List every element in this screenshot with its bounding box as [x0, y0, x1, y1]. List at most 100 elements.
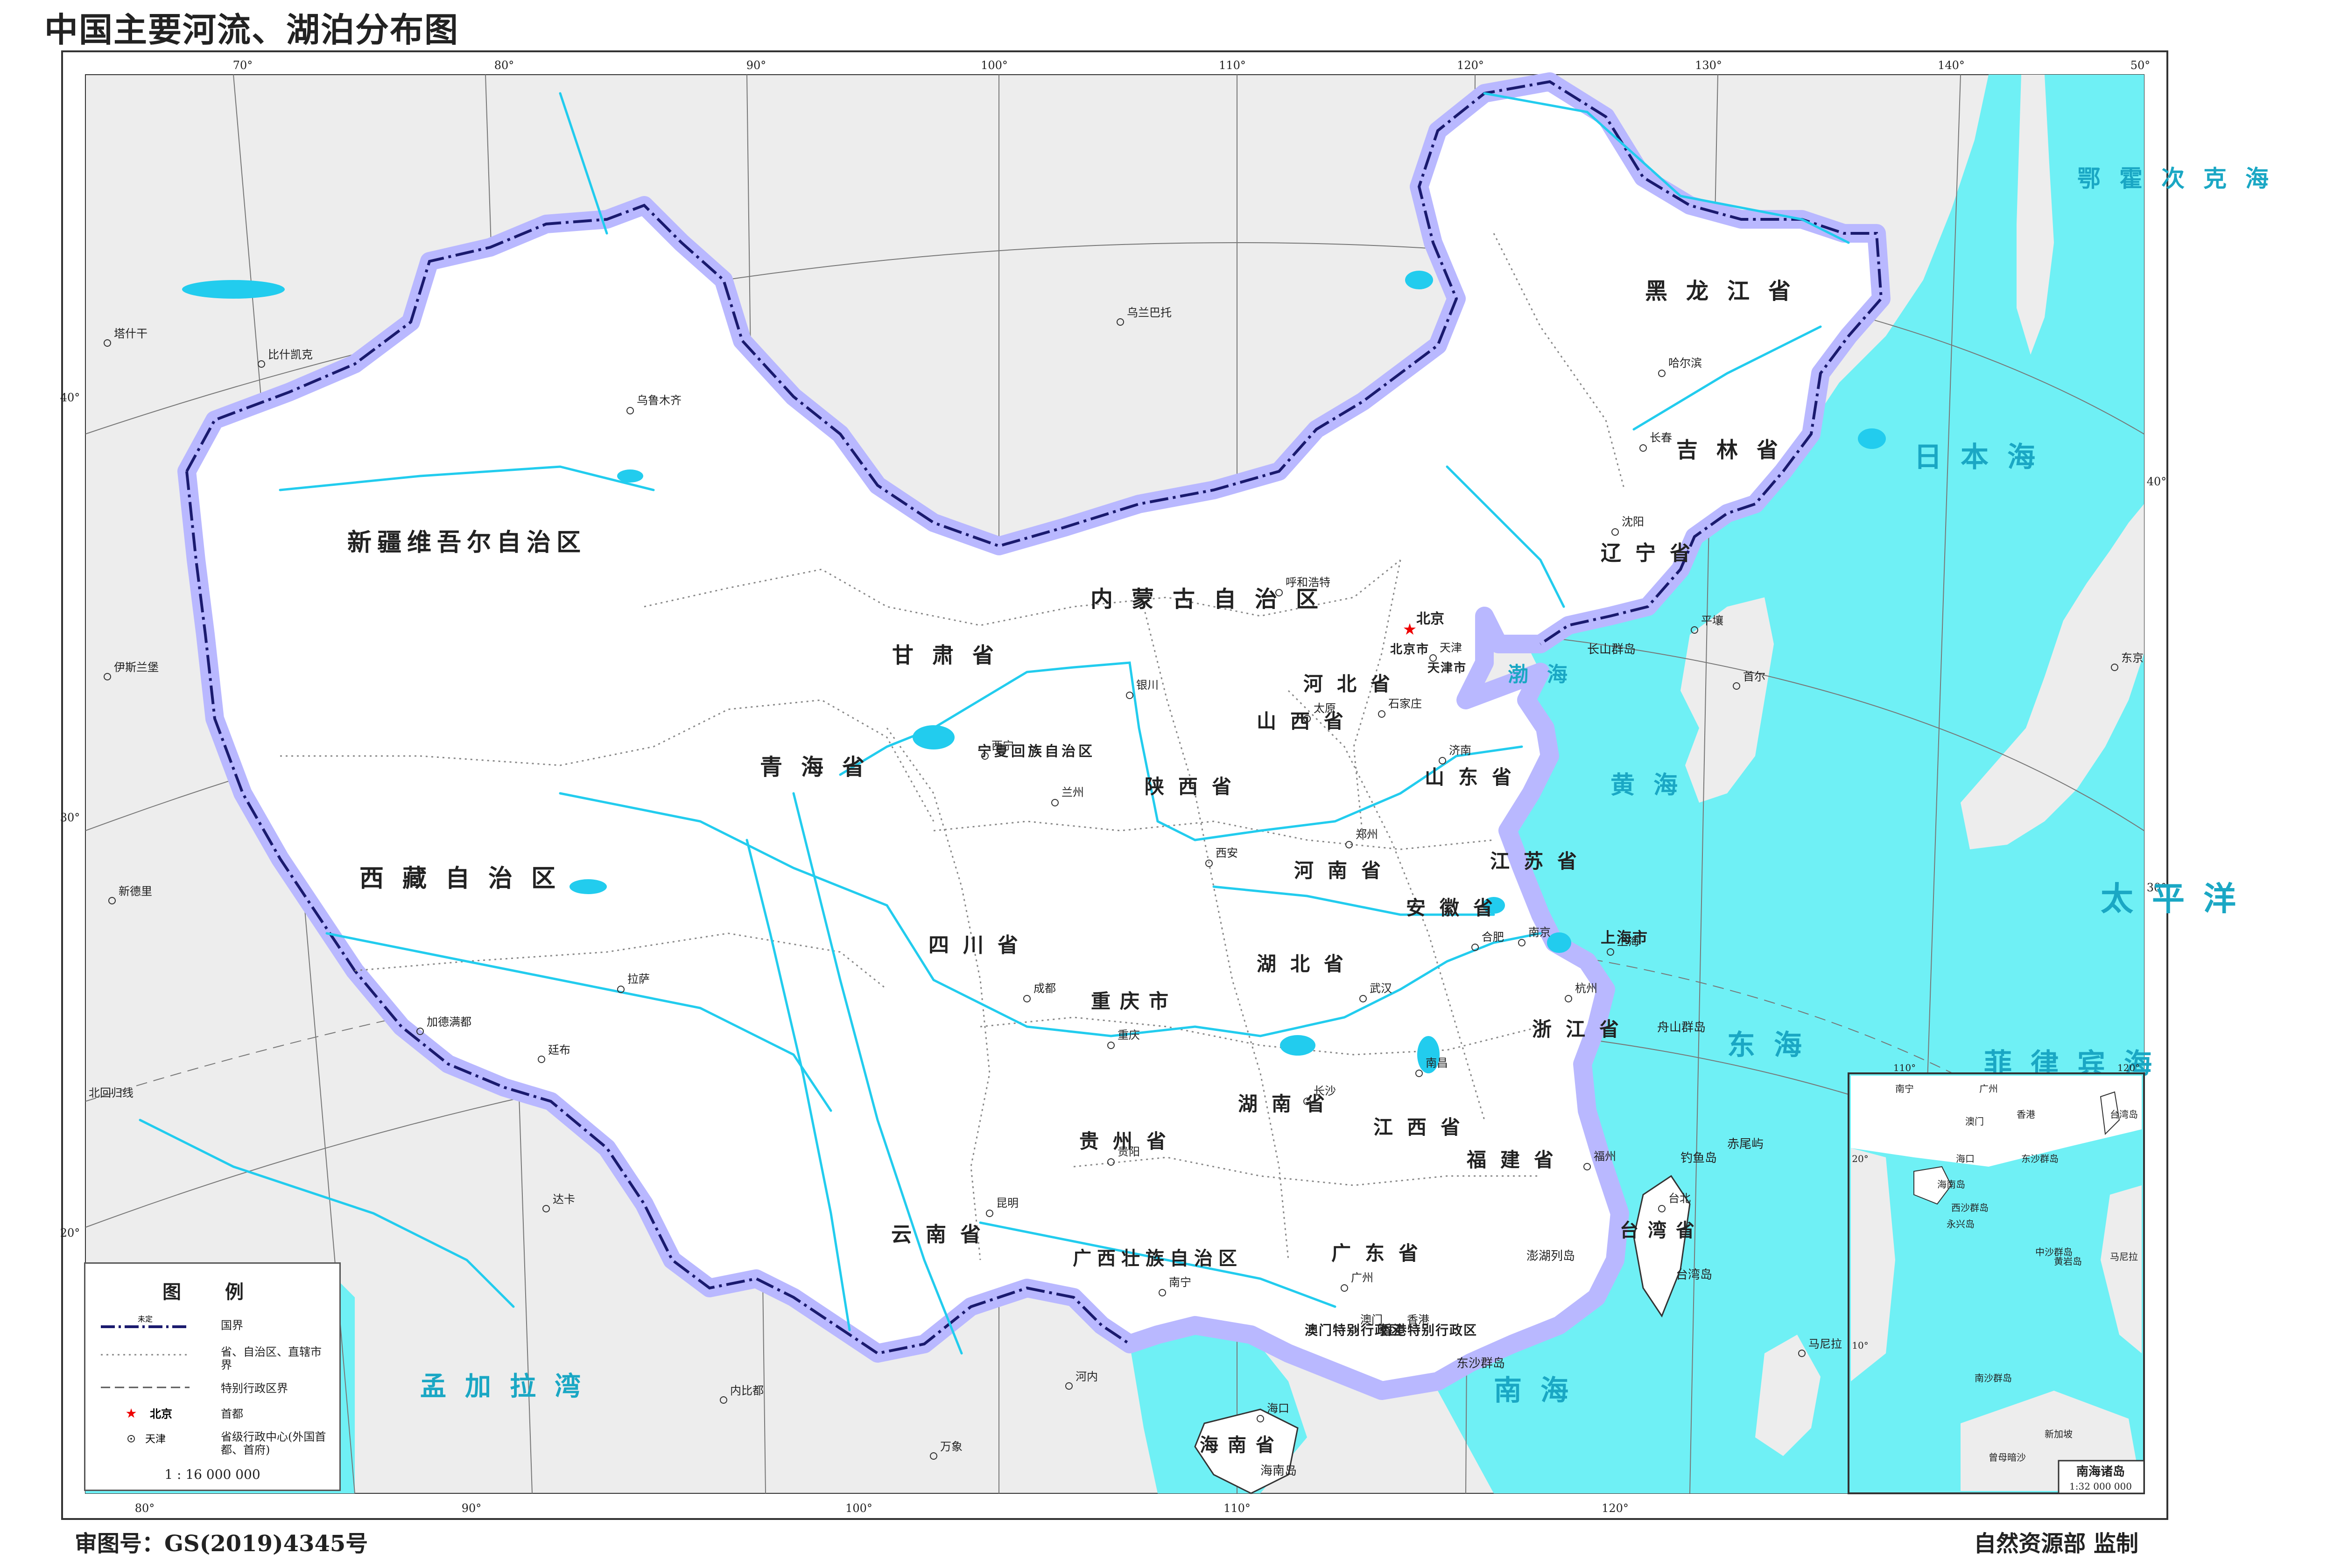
sea-label: 渤海: [1508, 663, 1586, 686]
lon-label-top: 80°: [494, 59, 514, 72]
legend-row-national-border: 未定 国界: [85, 1315, 339, 1334]
xingkai-lake: [1858, 428, 1886, 449]
province-label: 宁夏回族自治区: [977, 743, 1095, 760]
foreign-place-label: 加德满都: [427, 1015, 471, 1029]
taihu-lake: [1547, 932, 1571, 953]
lon-label-bottom: 120°: [1602, 1502, 1629, 1515]
capital-label: 南京: [1528, 926, 1551, 939]
map-title: 中国主要河流、湖泊分布图: [44, 10, 459, 49]
island-label: 钓鱼岛: [1680, 1151, 1717, 1165]
inset-place-label: 东沙群岛: [2021, 1153, 2059, 1164]
inset-place-label: 台湾岛: [2110, 1109, 2138, 1120]
capital-label: 哈尔滨: [1668, 357, 1702, 370]
province-label: 山东省: [1425, 766, 1526, 789]
province-label: 陕西省: [1145, 775, 1245, 798]
city-marker: [1378, 710, 1385, 718]
foreign-place-label: 新德里: [119, 885, 152, 898]
heilongjiang-river: [1483, 92, 1850, 244]
bosten-lake: [617, 469, 643, 483]
province-label: 青海省: [760, 754, 883, 780]
hulun-lake: [1405, 271, 1433, 289]
inset-place-label: 澳门: [1965, 1116, 1984, 1127]
province-boundaries: [280, 233, 1625, 1260]
yangtze-river: [559, 792, 1542, 1037]
city-marker: [1359, 995, 1367, 1002]
lat-label-left: 40°: [60, 391, 80, 404]
foreign-city-marker: [1065, 1382, 1073, 1390]
capital-label: 兰州: [1062, 786, 1084, 799]
capital-label: 香港: [1407, 1313, 1429, 1326]
capital-label: 南宁: [1169, 1276, 1191, 1289]
lon-label-bottom: 100°: [845, 1502, 872, 1515]
city-marker: [1051, 799, 1059, 806]
legend-title: 图 例: [162, 1281, 262, 1303]
inset-place-label: 马尼拉: [2110, 1251, 2138, 1262]
foreign-city-marker: [2111, 664, 2118, 671]
map-legend: 图 例 未定 国界 省、自治区、直辖市界 特别行政区界 ★ 北京 首都 天津 省…: [84, 1262, 341, 1491]
legend-label-sar-border: 特别行政区界: [221, 1382, 288, 1395]
inset-lat-label: 20°: [1852, 1153, 1868, 1164]
city-marker: ★: [1403, 620, 1417, 639]
lat-label-right: 40°: [2147, 475, 2167, 488]
city-marker: [617, 986, 625, 993]
legend-row-sar-border: 特别行政区界: [85, 1378, 339, 1397]
capital-label: 西宁: [991, 739, 1014, 752]
capital-label: 拉萨: [627, 973, 650, 986]
lon-label-top: 110°: [1219, 59, 1246, 72]
capital-label: 上海: [1617, 935, 1639, 948]
lon-label-top: 90°: [746, 59, 766, 72]
legend-row-capital: ★ 北京 首都: [85, 1404, 339, 1422]
legend-label-national-border: 国界: [221, 1319, 243, 1332]
city-marker: [1126, 692, 1133, 699]
island-label: 赤尾屿: [1727, 1137, 1764, 1151]
province-label: 江西省: [1373, 1116, 1474, 1139]
city-marker: [1107, 1158, 1115, 1166]
province-label: 福建省: [1466, 1148, 1568, 1171]
island-label: 澎湖列岛: [1526, 1249, 1575, 1263]
city-marker: [1439, 757, 1446, 764]
foreign-place-label: 东京: [2121, 651, 2144, 665]
city-marker: [1107, 1042, 1115, 1049]
foreign-place-label: 内比都: [730, 1384, 764, 1397]
city-marker: [626, 407, 634, 414]
taiwan-island: [1633, 1175, 1691, 1318]
legend-label-capital: 首都: [221, 1407, 243, 1421]
qinghai-lake: [913, 725, 955, 749]
city-marker: [1607, 948, 1614, 956]
province-label: 云南省: [891, 1223, 995, 1246]
island-label: 海南岛: [1260, 1464, 1297, 1478]
foreign-place-label: 平壤: [1701, 614, 1723, 627]
korea-land: [1680, 597, 1774, 803]
city-marker: [986, 1210, 993, 1217]
capital-label: 杭州: [1575, 982, 1597, 995]
foreign-place-label: 廷布: [548, 1043, 570, 1057]
lon-label-top: 130°: [1695, 59, 1722, 72]
inset-place-label: 南沙群岛: [1975, 1372, 2012, 1384]
foreign-city-marker: [1117, 318, 1124, 326]
province-label: 重庆市: [1091, 990, 1178, 1013]
province-label: 广西壮族自治区: [1073, 1247, 1243, 1269]
city-marker: [1658, 1205, 1666, 1212]
inset-place-label: 中沙群岛: [2035, 1246, 2073, 1258]
city-marker: [1611, 528, 1619, 536]
city-marker: [1341, 1284, 1348, 1292]
province-label: 山西省: [1257, 710, 1357, 733]
capital-label: 西安: [1216, 847, 1238, 860]
inset-indochina: [1851, 1148, 1895, 1381]
province-label: 上海市: [1601, 929, 1648, 946]
city-marker: [1658, 370, 1666, 377]
inset-place-label: 永兴岛: [1947, 1218, 1975, 1230]
city-marker: [1415, 1070, 1423, 1077]
province-label: 广东省: [1331, 1242, 1432, 1265]
province-label: 湖南省: [1238, 1092, 1339, 1115]
city-marker: [1583, 1163, 1591, 1170]
foreign-place-label: 万象: [940, 1440, 963, 1453]
lancang-river: [792, 792, 963, 1355]
lon-label-bottom: 80°: [135, 1502, 155, 1515]
province-label: 四川省: [928, 933, 1032, 957]
foreign-place-label: 伊斯兰堡: [114, 661, 159, 674]
province-label: 湖北省: [1257, 952, 1357, 975]
foreign-city-marker: [538, 1056, 545, 1063]
hongze-lake: [1483, 897, 1505, 914]
